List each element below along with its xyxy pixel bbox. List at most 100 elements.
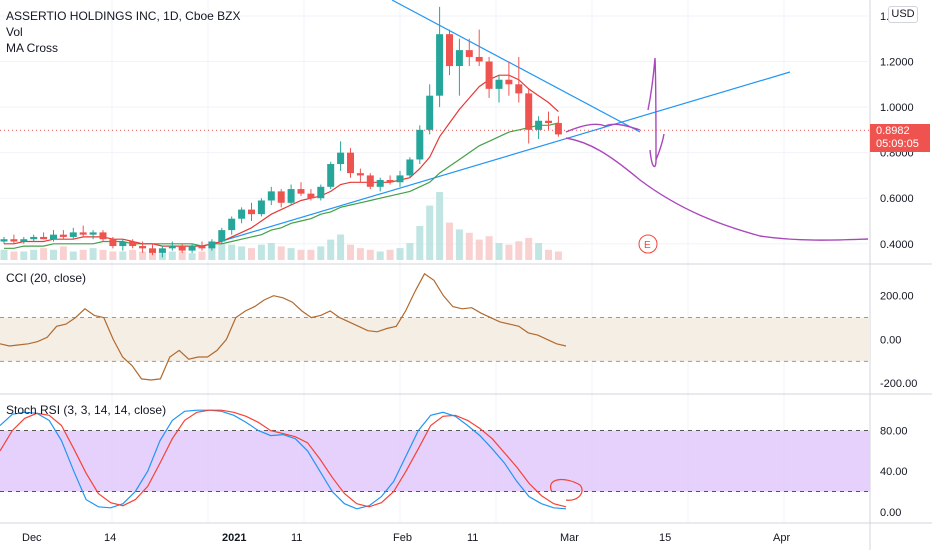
volume-bar: [69, 251, 77, 260]
cci-band: [0, 317, 870, 362]
volume-bar: [485, 236, 493, 260]
volume-bar: [119, 251, 127, 260]
volume-bar: [545, 249, 552, 260]
symbol-title[interactable]: ASSERTIO HOLDINGS INC, 1D, Cboe BZX: [6, 9, 241, 23]
volume-bar: [356, 248, 364, 260]
volume-bar: [168, 251, 176, 260]
cci-tick-label: -200.00: [880, 378, 917, 390]
stoch-tick-label: 0.00: [880, 507, 901, 519]
time-tick-label: 11: [291, 532, 302, 544]
candle-body: [69, 232, 77, 237]
candle-body: [188, 246, 196, 251]
volume-bar: [535, 243, 543, 260]
symbol-legend: ASSERTIO HOLDINGS INC, 1D, Cboe BZX Vol …: [6, 8, 241, 56]
candle-body: [446, 34, 453, 67]
stoch-rsi-pane[interactable]: [0, 409, 870, 510]
candle-body: [436, 34, 444, 96]
candle-body: [10, 239, 18, 242]
candle-body: [545, 120, 552, 124]
candle-body: [89, 232, 97, 235]
projection-wiggle: [565, 123, 641, 133]
cci-tick-label: 200.00: [880, 291, 914, 303]
volume-bar: [317, 246, 325, 260]
price-tick-label: 0.6000: [880, 193, 914, 205]
cci-legend[interactable]: CCI (20, close): [6, 271, 87, 285]
candle-body: [297, 189, 305, 194]
stoch-legend[interactable]: Stoch RSI (3, 3, 14, 14, close): [6, 403, 167, 417]
price-axis[interactable]: 1.40001.20001.00000.80000.60000.4000200.…: [880, 11, 917, 519]
trend-line-upper: [391, 0, 641, 133]
volume-legend[interactable]: Vol: [6, 25, 23, 39]
volume-bar: [455, 229, 463, 260]
trend-line-lower: [221, 71, 791, 242]
volume-bar: [554, 251, 562, 260]
volume-bar: [0, 249, 8, 260]
candle-body: [40, 236, 48, 240]
candle-body: [376, 179, 384, 187]
candle-body: [238, 209, 246, 219]
candle-body: [59, 234, 67, 237]
earnings-marker-label: E: [644, 240, 651, 251]
cci-line: [0, 272, 567, 381]
volume-bar: [446, 222, 453, 260]
time-axis[interactable]: Dec 14 2021 11 Feb 11 Mar 15 Apr: [22, 532, 790, 544]
candle-body: [505, 79, 513, 85]
volume-bar: [10, 251, 18, 260]
candle-body: [327, 164, 335, 187]
candle-body: [158, 248, 166, 253]
time-tick-label: 14: [104, 532, 116, 544]
ma-cross-legend[interactable]: MA Cross: [6, 41, 59, 55]
volume-bar: [416, 226, 424, 260]
volume-bar: [109, 251, 117, 260]
candle-body: [317, 186, 325, 199]
volume-bar: [228, 244, 236, 260]
candle-body: [139, 246, 147, 249]
price-tick-label: 1.2000: [880, 57, 914, 69]
candle-body: [267, 191, 275, 201]
volume-bar: [475, 239, 483, 260]
candle-body: [30, 236, 38, 240]
volume-bar: [366, 249, 374, 260]
candle-body: [495, 79, 503, 89]
volume-bar: [307, 249, 315, 260]
bar-countdown: 05:09:05: [876, 138, 919, 150]
candle-body: [426, 95, 434, 130]
candle-body: [20, 239, 28, 242]
hand-drawn-circle: [549, 478, 583, 501]
candle-body: [347, 152, 354, 174]
candle-body: [485, 61, 493, 89]
time-tick-label: Apr: [773, 532, 790, 544]
volume-bar: [396, 248, 404, 260]
volume-bar: [515, 241, 523, 260]
volume-bar: [267, 243, 275, 260]
candle-body: [248, 209, 255, 215]
volume-bar: [139, 251, 147, 260]
time-tick-label: Dec: [22, 532, 42, 544]
candle-body: [218, 230, 226, 242]
candle-body: [416, 129, 424, 160]
candle-body: [228, 218, 236, 231]
time-tick-label: 11: [467, 532, 478, 544]
volume-bar: [40, 248, 48, 260]
ma-fast-line: [4, 74, 559, 247]
volume-bar: [218, 243, 226, 260]
candle-body: [475, 56, 483, 62]
time-tick-label: 2021: [222, 532, 246, 544]
volume-bar: [208, 248, 216, 260]
currency-button[interactable]: USD: [888, 6, 918, 23]
volume-bar: [50, 249, 57, 260]
candle-body: [356, 173, 364, 176]
last-price-value: 0.8982: [876, 125, 910, 137]
volume-bar: [426, 205, 434, 260]
time-tick-label: 15: [659, 532, 671, 544]
candle-body: [109, 239, 117, 247]
candle-body: [129, 241, 137, 247]
candle-body: [287, 189, 295, 203]
candle-body: [178, 246, 186, 251]
price-pane[interactable]: E: [0, 0, 870, 260]
stoch-k-line: [0, 409, 567, 510]
cci-pane[interactable]: [0, 272, 870, 381]
candle-body: [208, 241, 216, 249]
price-tick-label: 1.0000: [880, 102, 914, 114]
